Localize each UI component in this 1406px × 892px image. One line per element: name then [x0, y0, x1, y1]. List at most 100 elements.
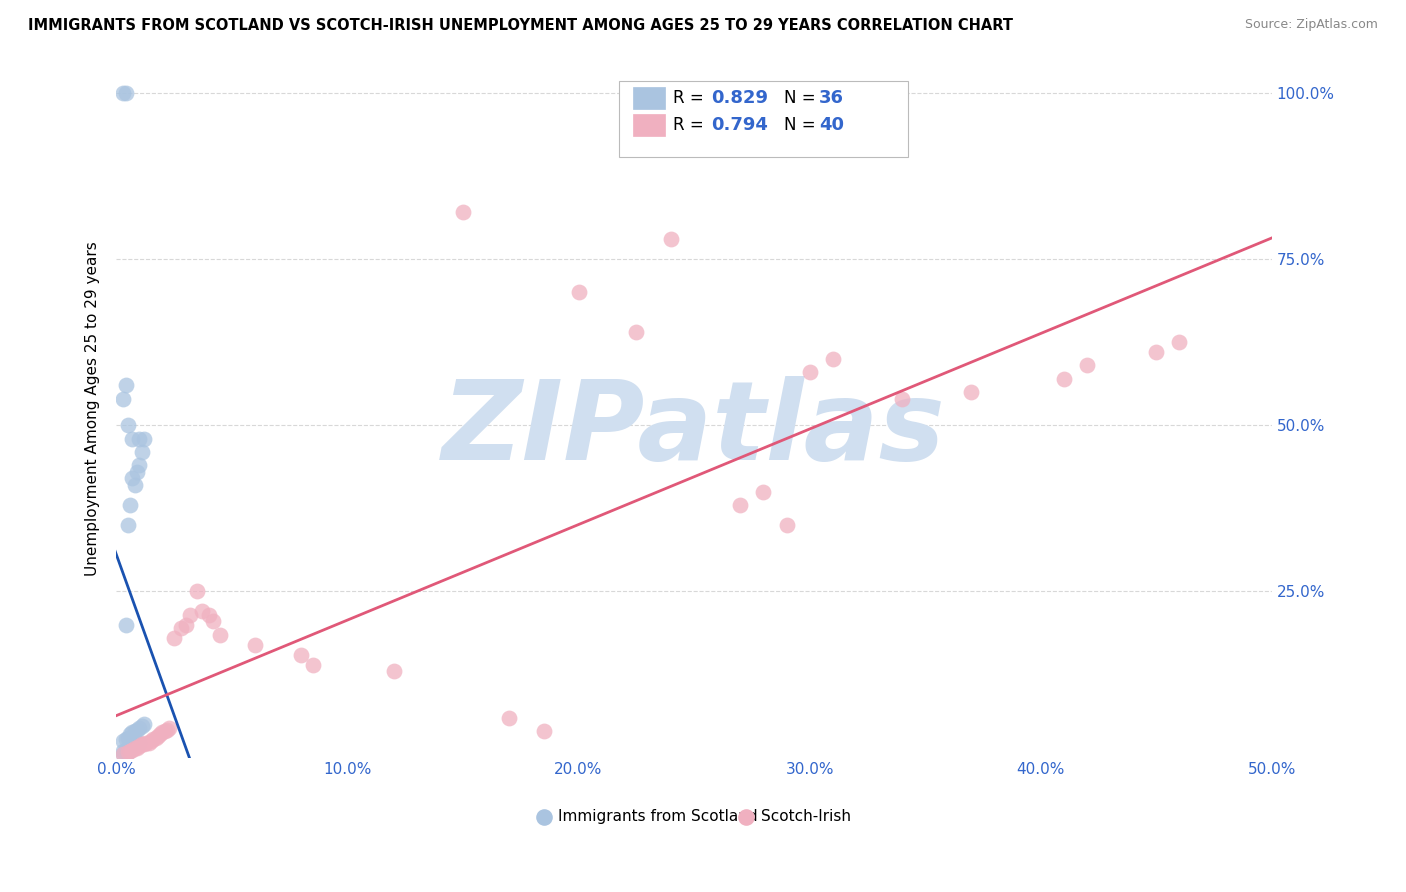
- Point: [124, 737, 146, 751]
- Point: [117, 745, 139, 759]
- Point: [146, 729, 169, 743]
- Text: R =: R =: [673, 115, 709, 134]
- Y-axis label: Unemployment Among Ages 25 to 29 years: Unemployment Among Ages 25 to 29 years: [86, 241, 100, 576]
- Point: [139, 734, 162, 748]
- Point: [960, 807, 983, 822]
- Text: ZIPatlas: ZIPatlas: [443, 376, 946, 483]
- Point: [153, 724, 176, 739]
- Text: Source: ZipAtlas.com: Source: ZipAtlas.com: [1244, 18, 1378, 31]
- Point: [170, 621, 193, 635]
- Text: 40: 40: [818, 115, 844, 134]
- Point: [202, 615, 225, 629]
- Point: [1076, 359, 1098, 373]
- Point: [121, 739, 143, 753]
- Text: 0.794: 0.794: [711, 115, 768, 134]
- Point: [112, 734, 135, 748]
- Point: [1365, 807, 1388, 822]
- Point: [567, 285, 589, 300]
- Point: [1053, 372, 1076, 386]
- Point: [145, 731, 167, 745]
- Point: [114, 378, 136, 392]
- Point: [131, 737, 153, 751]
- Point: [121, 432, 143, 446]
- Point: [114, 731, 136, 746]
- Point: [125, 740, 148, 755]
- Text: R =: R =: [673, 89, 709, 107]
- FancyBboxPatch shape: [619, 80, 908, 157]
- Point: [138, 736, 160, 750]
- Point: [125, 737, 148, 751]
- Point: [821, 351, 844, 366]
- Point: [142, 731, 165, 746]
- Point: [174, 617, 197, 632]
- Point: [149, 727, 172, 741]
- Point: [498, 711, 520, 725]
- Point: [730, 498, 752, 512]
- Point: [382, 664, 405, 678]
- Text: Scotch-Irish: Scotch-Irish: [761, 809, 851, 824]
- Point: [120, 740, 142, 755]
- Point: [128, 739, 150, 753]
- Point: [1168, 335, 1191, 350]
- Point: [120, 727, 142, 741]
- Point: [125, 723, 148, 737]
- Point: [121, 471, 143, 485]
- Point: [112, 747, 135, 762]
- Point: [156, 723, 179, 737]
- Point: [120, 744, 142, 758]
- Text: 0.829: 0.829: [711, 89, 769, 107]
- Point: [117, 731, 139, 745]
- Point: [163, 631, 186, 645]
- Point: [128, 721, 150, 735]
- Point: [132, 717, 155, 731]
- Point: [121, 742, 143, 756]
- Point: [533, 724, 555, 739]
- Point: [117, 418, 139, 433]
- Text: N =: N =: [785, 115, 821, 134]
- Point: [152, 725, 174, 739]
- Point: [120, 498, 142, 512]
- Point: [159, 721, 181, 735]
- Point: [752, 484, 775, 499]
- Point: [626, 325, 648, 339]
- Point: [1144, 345, 1167, 359]
- Point: [131, 719, 153, 733]
- Point: [117, 745, 139, 759]
- Point: [114, 617, 136, 632]
- Point: [128, 736, 150, 750]
- Text: IMMIGRANTS FROM SCOTLAND VS SCOTCH-IRISH UNEMPLOYMENT AMONG AGES 25 TO 29 YEARS : IMMIGRANTS FROM SCOTLAND VS SCOTCH-IRISH…: [28, 18, 1014, 33]
- Point: [114, 742, 136, 756]
- FancyBboxPatch shape: [633, 87, 665, 109]
- Point: [799, 365, 821, 379]
- Point: [243, 638, 266, 652]
- Point: [659, 232, 682, 246]
- Point: [891, 392, 914, 406]
- Point: [124, 740, 146, 755]
- Point: [451, 205, 474, 219]
- Text: N =: N =: [785, 89, 821, 107]
- Text: 36: 36: [818, 89, 844, 107]
- Point: [209, 627, 232, 641]
- Point: [197, 607, 219, 622]
- Point: [124, 724, 146, 739]
- Point: [191, 604, 214, 618]
- Point: [128, 432, 150, 446]
- Point: [132, 432, 155, 446]
- Point: [179, 607, 201, 622]
- Point: [301, 657, 323, 672]
- Point: [775, 517, 797, 532]
- Point: [112, 86, 135, 100]
- Point: [114, 86, 136, 100]
- Point: [125, 465, 148, 479]
- Point: [124, 478, 146, 492]
- FancyBboxPatch shape: [633, 114, 665, 136]
- Point: [112, 744, 135, 758]
- Point: [186, 584, 208, 599]
- Point: [128, 458, 150, 472]
- Point: [112, 747, 135, 762]
- Point: [117, 517, 139, 532]
- Point: [112, 392, 135, 406]
- Point: [132, 737, 155, 751]
- Point: [135, 736, 157, 750]
- Point: [117, 740, 139, 755]
